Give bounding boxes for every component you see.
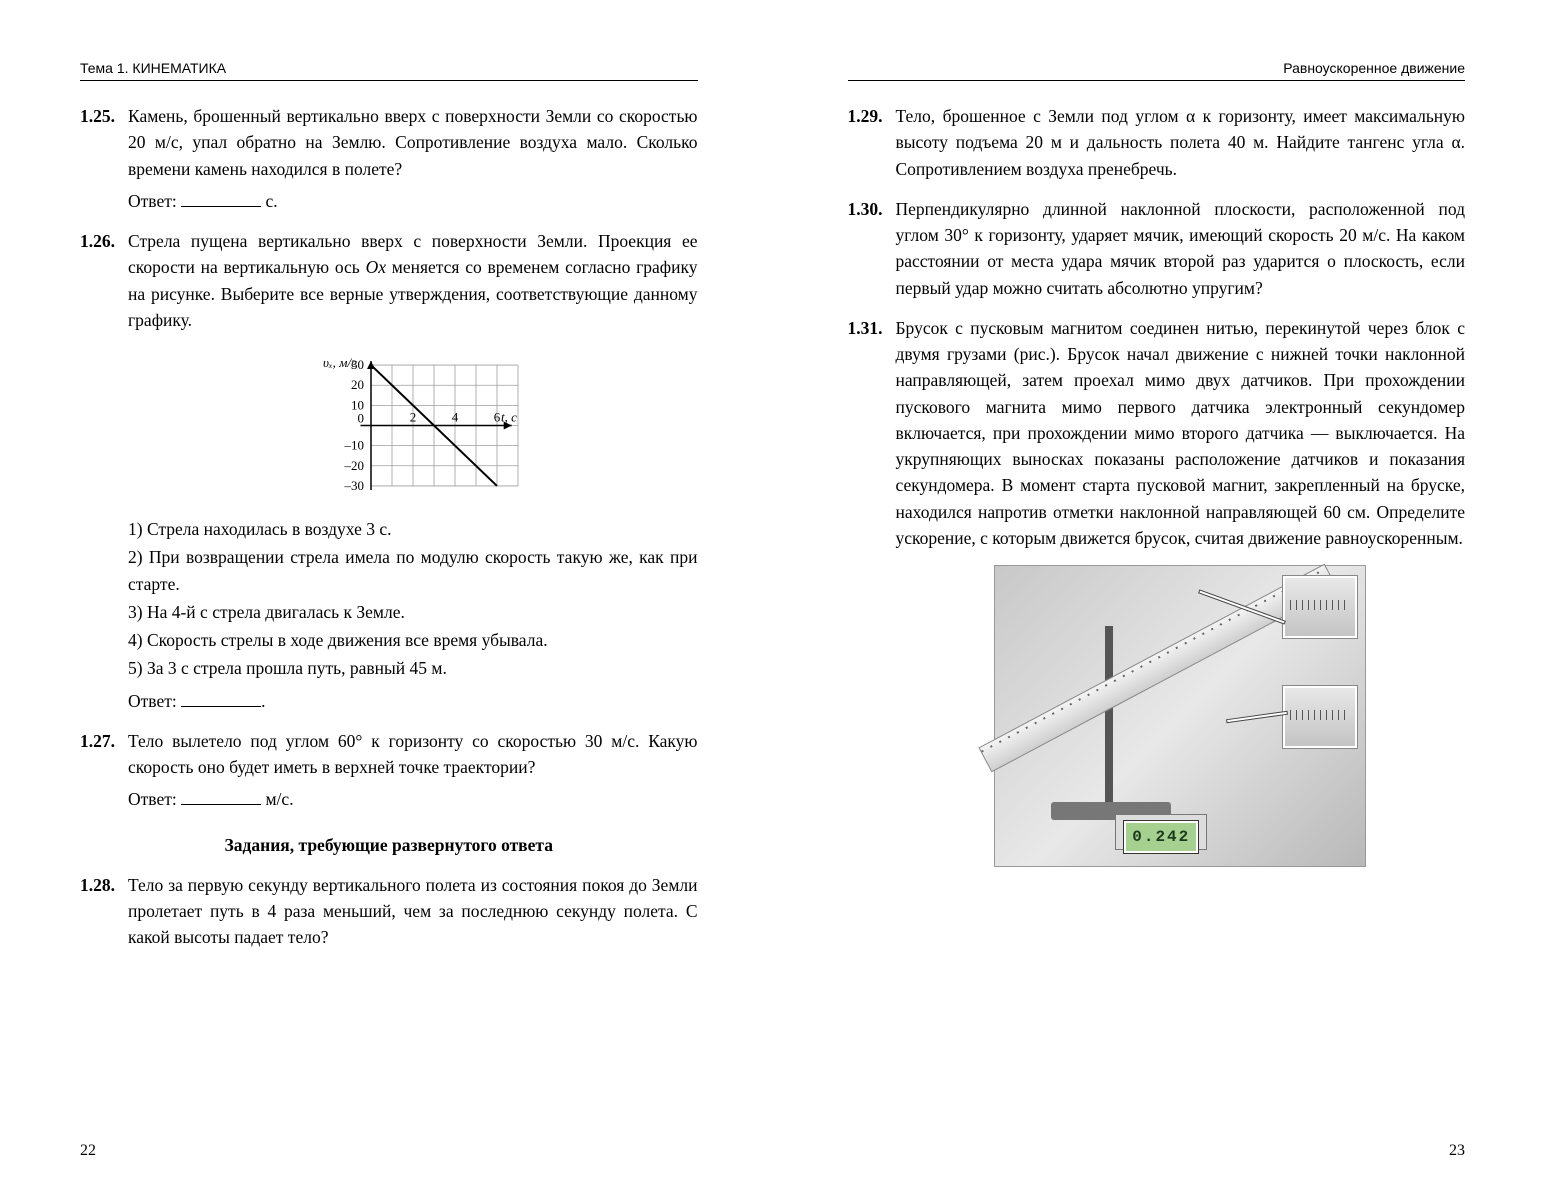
svg-text:–20: –20 (343, 458, 364, 473)
answer-blank (181, 188, 261, 207)
svg-text:4: 4 (452, 410, 459, 425)
problem-1-26: 1.26. Стрела пущена вертикально вверх с … (80, 228, 698, 714)
svg-text:–10: –10 (343, 438, 364, 453)
answer-line: Ответ: м/с. (128, 786, 698, 812)
velocity-chart: –30–20–100102030246υₓ, м/сt, с (298, 341, 528, 506)
problem-text: Камень, брошенный вертикально вверх с по… (128, 106, 698, 179)
statement-3: 3) На 4-й с стрела двигалась к Земле. (128, 599, 698, 625)
problem-number: 1.29. (848, 103, 896, 182)
photo-inset-top (1283, 576, 1357, 638)
statement-2: 2) При возвращении стрела имела по модул… (128, 544, 698, 597)
svg-text:–30: –30 (343, 478, 364, 493)
svg-text:2: 2 (410, 410, 417, 425)
svg-text:t, с: t, с (501, 410, 517, 425)
problem-number: 1.26. (80, 228, 128, 714)
problem-text: Стрела пущена вертикально вверх с поверх… (128, 231, 698, 330)
problem-1-29: 1.29. Тело, брошенное с Земли под углом … (848, 103, 1466, 182)
statement-1: 1) Стрела находилась в воздухе 3 с. (128, 516, 698, 542)
photo-inset-bottom (1283, 686, 1357, 748)
timer-device: 0.242 (1115, 814, 1207, 850)
svg-text:10: 10 (351, 397, 364, 412)
answer-label: Ответ: (128, 691, 177, 711)
answer-line: Ответ: . (128, 688, 698, 714)
problem-text: Тело за первую секунду вертикального пол… (128, 875, 698, 948)
statement-4: 4) Скорость стрелы в ходе движения все в… (128, 627, 698, 653)
page-number-right: 23 (1449, 1142, 1465, 1160)
page-number-left: 22 (80, 1142, 96, 1160)
answer-blank (181, 688, 261, 707)
timer-reading: 0.242 (1124, 821, 1198, 853)
answer-unit: м/с. (265, 789, 293, 809)
section-heading: Задания, требующие развернутого ответа (80, 835, 698, 856)
problem-1-30: 1.30. Перпендикулярно длинной наклонной … (848, 196, 1466, 301)
problem-text: Перпендикулярно длинной наклонной плоско… (896, 199, 1466, 298)
svg-text:6: 6 (494, 410, 501, 425)
problem-1-25: 1.25. Камень, брошенный вертикально ввер… (80, 103, 698, 214)
problem-number: 1.27. (80, 728, 128, 813)
problem-text: Брусок с пусковым магнитом соединен нить… (896, 318, 1466, 548)
problem-text: Тело, брошенное с Земли под углом α к го… (896, 106, 1466, 179)
problem-text: Тело вылетело под углом 60° к горизонту … (128, 731, 698, 777)
answer-label: Ответ: (128, 191, 177, 211)
statement-5: 5) За 3 с стрела прошла путь, равный 45 … (128, 655, 698, 681)
experiment-photo: 0.242 (994, 565, 1366, 867)
problem-1-27: 1.27. Тело вылетело под углом 60° к гори… (80, 728, 698, 813)
answer-label: Ответ: (128, 789, 177, 809)
problem-1-28: 1.28. Тело за первую секунду вертикально… (80, 872, 698, 951)
problem-number: 1.28. (80, 872, 128, 951)
svg-text:20: 20 (351, 377, 364, 392)
problem-number: 1.31. (848, 315, 896, 867)
answer-line: Ответ: с. (128, 188, 698, 214)
answer-unit: с. (265, 191, 277, 211)
running-head-left: Тема 1. КИНЕМАТИКА (80, 60, 698, 81)
svg-text:υₓ, м/с: υₓ, м/с (323, 355, 357, 370)
problem-1-31: 1.31. Брусок с пусковым магнитом соедине… (848, 315, 1466, 867)
answer-blank (181, 787, 261, 806)
problem-number: 1.25. (80, 103, 128, 214)
running-head-right: Равноускоренное движение (848, 60, 1466, 81)
problem-number: 1.30. (848, 196, 896, 301)
statements-list: 1) Стрела находилась в воздухе 3 с. 2) П… (128, 516, 698, 682)
svg-text:0: 0 (357, 411, 364, 426)
